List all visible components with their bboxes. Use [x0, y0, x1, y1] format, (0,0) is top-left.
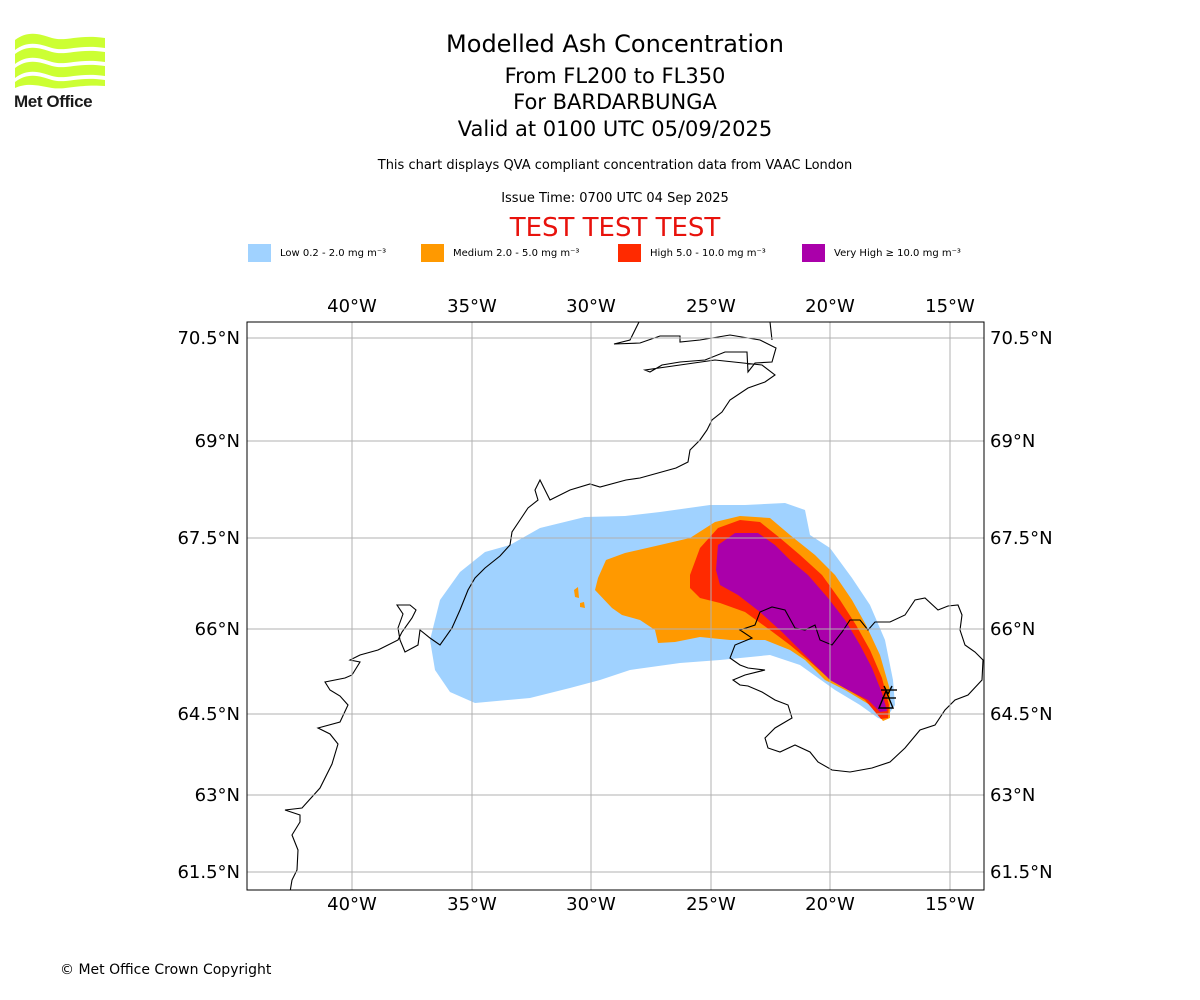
lon-label-bottom: 25°W: [686, 894, 736, 915]
legend-item-medium: Medium 2.0 - 5.0 mg m⁻³: [421, 244, 579, 262]
volcano-name: For BARDARBUNGA: [513, 90, 717, 114]
disclaimer: This chart displays QVA compliant concen…: [377, 158, 853, 173]
volcano-icon: [877, 685, 897, 709]
lat-label-right: 69°N: [990, 431, 1035, 452]
legend-item-high: High 5.0 - 10.0 mg m⁻³: [618, 244, 766, 262]
ash-medium-blob-2: [580, 602, 585, 608]
legend-label-medium: Medium 2.0 - 5.0 mg m⁻³: [453, 247, 580, 259]
test-banner: TEST TEST TEST: [509, 213, 721, 243]
lon-label-top: 20°W: [805, 296, 855, 317]
legend-label-low: Low 0.2 - 2.0 mg m⁻³: [280, 247, 387, 259]
lon-label-top: 30°W: [566, 296, 616, 317]
legend-label-high: High 5.0 - 10.0 mg m⁻³: [650, 247, 766, 259]
lat-label-left: 64.5°N: [177, 704, 240, 725]
met-office-logo: [15, 33, 105, 89]
copyright: © Met Office Crown Copyright: [60, 962, 272, 978]
lat-label-right: 67.5°N: [990, 528, 1053, 549]
gridlines: [247, 322, 984, 890]
greenland-inlet: [769, 322, 773, 341]
valid-time: Valid at 0100 UTC 05/09/2025: [457, 117, 773, 141]
lat-label-right: 66°N: [990, 619, 1035, 640]
lon-label-bottom: 15°W: [925, 894, 975, 915]
legend-swatch-high: [618, 244, 641, 262]
ash-very-high-region: [716, 533, 887, 712]
lat-label-left: 63°N: [195, 785, 240, 806]
lat-label-left: 70.5°N: [177, 328, 240, 349]
lat-label-right: 63°N: [990, 785, 1035, 806]
issue-time: Issue Time: 0700 UTC 04 Sep 2025: [501, 191, 729, 206]
lon-label-bottom: 40°W: [327, 894, 377, 915]
lat-label-right: 61.5°N: [990, 862, 1053, 883]
chart-title: Modelled Ash Concentration: [446, 30, 784, 58]
lon-label-bottom: 20°W: [805, 894, 855, 915]
legend-label-very-high: Very High ≥ 10.0 mg m⁻³: [834, 247, 961, 259]
lat-label-left: 69°N: [195, 431, 240, 452]
logo-text: Met Office: [14, 92, 93, 111]
map-frame: [246, 321, 985, 891]
lon-label-top: 25°W: [686, 296, 736, 317]
lat-label-left: 61.5°N: [177, 862, 240, 883]
lat-label-right: 64.5°N: [990, 704, 1053, 725]
legend-swatch-very-high: [802, 244, 825, 262]
legend-swatch-medium: [421, 244, 444, 262]
lat-label-right: 70.5°N: [990, 328, 1053, 349]
lat-label-left: 67.5°N: [177, 528, 240, 549]
lon-label-top: 15°W: [925, 296, 975, 317]
lon-label-bottom: 35°W: [447, 894, 497, 915]
ash-medium-blob-1: [574, 587, 579, 598]
legend-item-very-high: Very High ≥ 10.0 mg m⁻³: [802, 244, 961, 262]
lon-label-bottom: 30°W: [566, 894, 616, 915]
legend: Low 0.2 - 2.0 mg m⁻³ Medium 2.0 - 5.0 mg…: [248, 244, 1008, 264]
ash-medium-region: [595, 516, 890, 721]
flight-levels: From FL200 to FL350: [504, 64, 726, 88]
legend-swatch-low: [248, 244, 271, 262]
greenland-coastline: [284, 322, 777, 890]
legend-item-low: Low 0.2 - 2.0 mg m⁻³: [248, 244, 386, 262]
lon-label-top: 40°W: [327, 296, 377, 317]
lat-label-left: 66°N: [195, 619, 240, 640]
lon-label-top: 35°W: [447, 296, 497, 317]
